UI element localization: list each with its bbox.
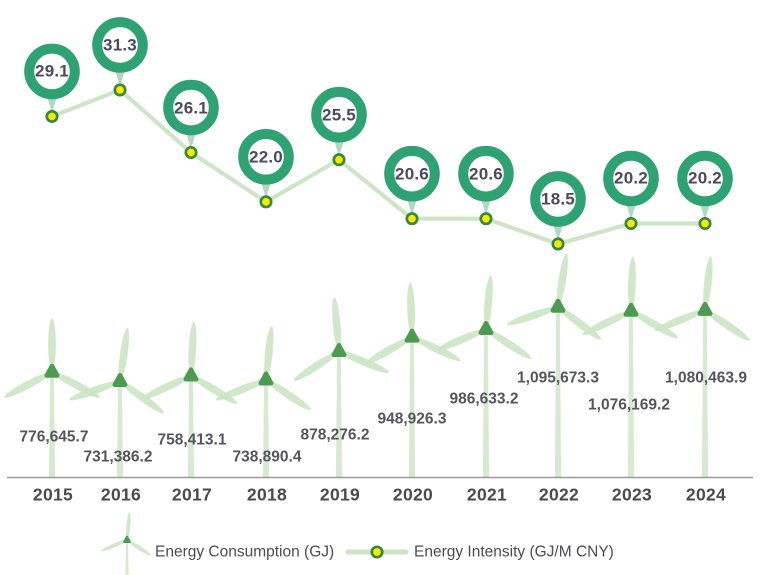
intensity-ring-badge	[24, 43, 80, 100]
wind-turbine-marker	[506, 253, 602, 478]
turbine-blade	[339, 351, 389, 373]
intensity-dot	[405, 212, 419, 226]
intensity-ring-badge	[384, 145, 440, 202]
turbine-blade	[118, 327, 130, 381]
turbine-blade	[101, 539, 127, 552]
legend-label-energy-intensity: Energy Intensity (GJ/M CNY)	[414, 543, 614, 561]
turbine-blade	[703, 256, 713, 310]
legend-line-dot-icon	[345, 545, 409, 559]
turbine-rotor	[101, 512, 151, 556]
legend-wind-turbine-icon	[101, 512, 151, 575]
turbine-hub	[44, 363, 60, 378]
turbine-blade	[631, 311, 678, 339]
turbine-blade	[486, 329, 532, 359]
turbine-hub	[123, 535, 131, 543]
intensity-ring-badge	[458, 145, 514, 202]
turbine-pole	[262, 379, 270, 478]
turbine-pole	[627, 310, 635, 478]
turbine-hub	[623, 302, 639, 317]
turbine-blade	[48, 317, 56, 371]
turbine-hub	[550, 298, 566, 313]
turbine-blade	[412, 336, 461, 362]
turbine-rotor	[582, 257, 678, 339]
intensity-dot	[45, 109, 59, 123]
intensity-ring-badge	[163, 79, 219, 136]
turbine-pole	[701, 310, 709, 478]
turbine-hub	[112, 372, 128, 387]
wind-turbine-marker	[365, 282, 461, 478]
turbine-blade	[365, 337, 412, 365]
turbine-pole	[408, 336, 416, 478]
intensity-dot	[479, 212, 493, 226]
turbine-hub	[478, 320, 494, 335]
intensity-ring-badge	[311, 86, 367, 143]
intensity-dot	[698, 216, 712, 231]
wind-turbine-marker	[215, 325, 311, 478]
turbine-hub	[404, 328, 420, 343]
turbine-blade	[120, 381, 164, 414]
turbine-pole	[335, 351, 343, 478]
turbine-rotor	[293, 297, 389, 382]
turbine-blade	[215, 379, 266, 401]
turbine-rotor	[215, 325, 311, 411]
intensity-ring-badge	[530, 171, 586, 227]
turbine-blade	[654, 309, 705, 331]
turbine-blade	[4, 372, 52, 398]
turbine-rotor	[69, 327, 164, 414]
turbine-blade	[293, 351, 339, 382]
turbine-blade	[582, 310, 631, 336]
intensity-dot	[184, 145, 198, 160]
wind-turbine-marker	[654, 256, 750, 478]
turbine-pole	[125, 540, 129, 575]
turbine-blade	[506, 306, 558, 326]
turbine-blade	[628, 257, 636, 310]
intensity-dot	[551, 237, 565, 251]
intensity-dot	[259, 195, 273, 209]
turbine-blade	[407, 282, 415, 336]
turbine-blade	[264, 325, 274, 379]
wind-turbine-marker	[436, 275, 532, 478]
intensity-ring-badge	[677, 150, 733, 207]
turbine-blade	[125, 512, 131, 540]
turbine-blade	[556, 253, 568, 307]
intensity-dot	[332, 153, 346, 167]
wind-turbine-marker	[142, 321, 238, 478]
turbine-pole	[116, 381, 124, 478]
turbine-hub	[183, 367, 199, 382]
legend-label-energy-consumption: Energy Consumption (GJ)	[155, 543, 335, 561]
turbine-pole	[554, 307, 562, 478]
intensity-dot	[113, 83, 127, 97]
turbine-rotor	[654, 256, 750, 341]
turbine-blade	[705, 310, 750, 341]
wind-turbine-marker	[4, 317, 100, 478]
turbine-blade	[188, 321, 197, 375]
turbine-blade	[332, 297, 342, 351]
turbine-hub	[331, 343, 347, 358]
turbine-hub	[697, 301, 713, 316]
wind-turbine-marker	[293, 297, 389, 478]
turbine-blade	[142, 375, 191, 400]
turbine-pole	[187, 375, 195, 478]
wind-turbine-marker	[69, 327, 164, 478]
turbine-blade	[483, 275, 493, 329]
turbine-rotor	[436, 275, 532, 359]
intensity-line	[49, 87, 708, 247]
turbine-rotor	[365, 282, 461, 365]
intensity-ring-badge	[238, 129, 294, 185]
turbine-blade	[266, 379, 311, 411]
turbine-hub	[258, 371, 274, 386]
intensity-ring-badge	[603, 150, 659, 207]
intensity-ring-badge	[92, 17, 148, 73]
wind-turbine-marker	[582, 257, 678, 478]
turbine-blade	[69, 380, 120, 401]
turbine-pole	[482, 329, 490, 478]
legend-intensity-dot	[370, 545, 384, 559]
turbine-pole	[48, 371, 56, 478]
intensity-dot	[624, 216, 638, 231]
turbine-blade	[127, 540, 151, 556]
turbine-blade	[436, 329, 486, 351]
